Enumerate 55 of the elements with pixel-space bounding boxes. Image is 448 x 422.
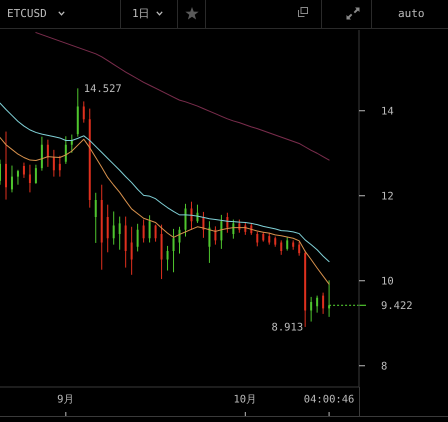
candlestick — [220, 214, 222, 250]
x-tick-label: 9月 — [57, 393, 74, 406]
candlestick — [130, 226, 133, 276]
y-tick-label: 14 — [381, 105, 394, 118]
candlestick — [118, 216, 121, 250]
y-tick-label: 12 — [381, 190, 394, 202]
candlestick — [274, 236, 276, 248]
candlestick — [286, 236, 288, 252]
candlestick — [322, 292, 324, 314]
candlestick — [82, 100, 85, 124]
candlestick — [22, 162, 25, 178]
candlestick — [208, 220, 210, 264]
candlestick — [166, 245, 169, 272]
annotation: 8.913 — [272, 322, 304, 334]
line-series — [0, 137, 330, 285]
y-tick-label: 8 — [381, 360, 388, 372]
chart-title: ETCUSD — [7, 7, 47, 20]
candlestick — [142, 219, 145, 243]
candlestick — [148, 214, 151, 243]
candlestick — [94, 192, 97, 244]
candlestick — [184, 203, 186, 238]
annotation: 14.527 — [84, 83, 122, 96]
candlestick — [34, 164, 37, 184]
candlestick — [64, 136, 67, 164]
ref-line-label: 9.422 — [381, 300, 413, 312]
candlestick — [154, 224, 157, 242]
candlestick — [4, 131, 7, 200]
candlestick — [10, 165, 13, 193]
line-series — [35, 32, 330, 161]
candlestick — [136, 223, 139, 252]
candlestick — [262, 231, 264, 242]
text: auto — [398, 7, 424, 20]
candlestick — [280, 240, 282, 256]
candlestick — [106, 204, 109, 253]
x-tick-label: 04:00:46 — [304, 393, 354, 406]
text: 1日 — [132, 7, 150, 20]
candlestick — [298, 241, 300, 256]
y-tick-label: 10 — [381, 275, 394, 288]
candlestick — [190, 201, 192, 230]
x-tick-label: 10月 — [233, 393, 258, 406]
candlestick — [268, 232, 270, 246]
candlestick — [292, 240, 294, 250]
candlestick — [256, 231, 258, 247]
candlestick — [112, 210, 115, 246]
candlestick — [310, 296, 312, 322]
candlestick — [172, 228, 175, 273]
candlestick — [28, 164, 31, 193]
candlestick — [70, 134, 73, 154]
candlestick — [46, 139, 49, 168]
candlestick — [52, 149, 55, 178]
candlestick — [316, 295, 318, 314]
candlestick — [16, 169, 19, 186]
line-series — [0, 102, 330, 262]
candlestick — [58, 155, 61, 178]
candlestick — [40, 136, 43, 172]
